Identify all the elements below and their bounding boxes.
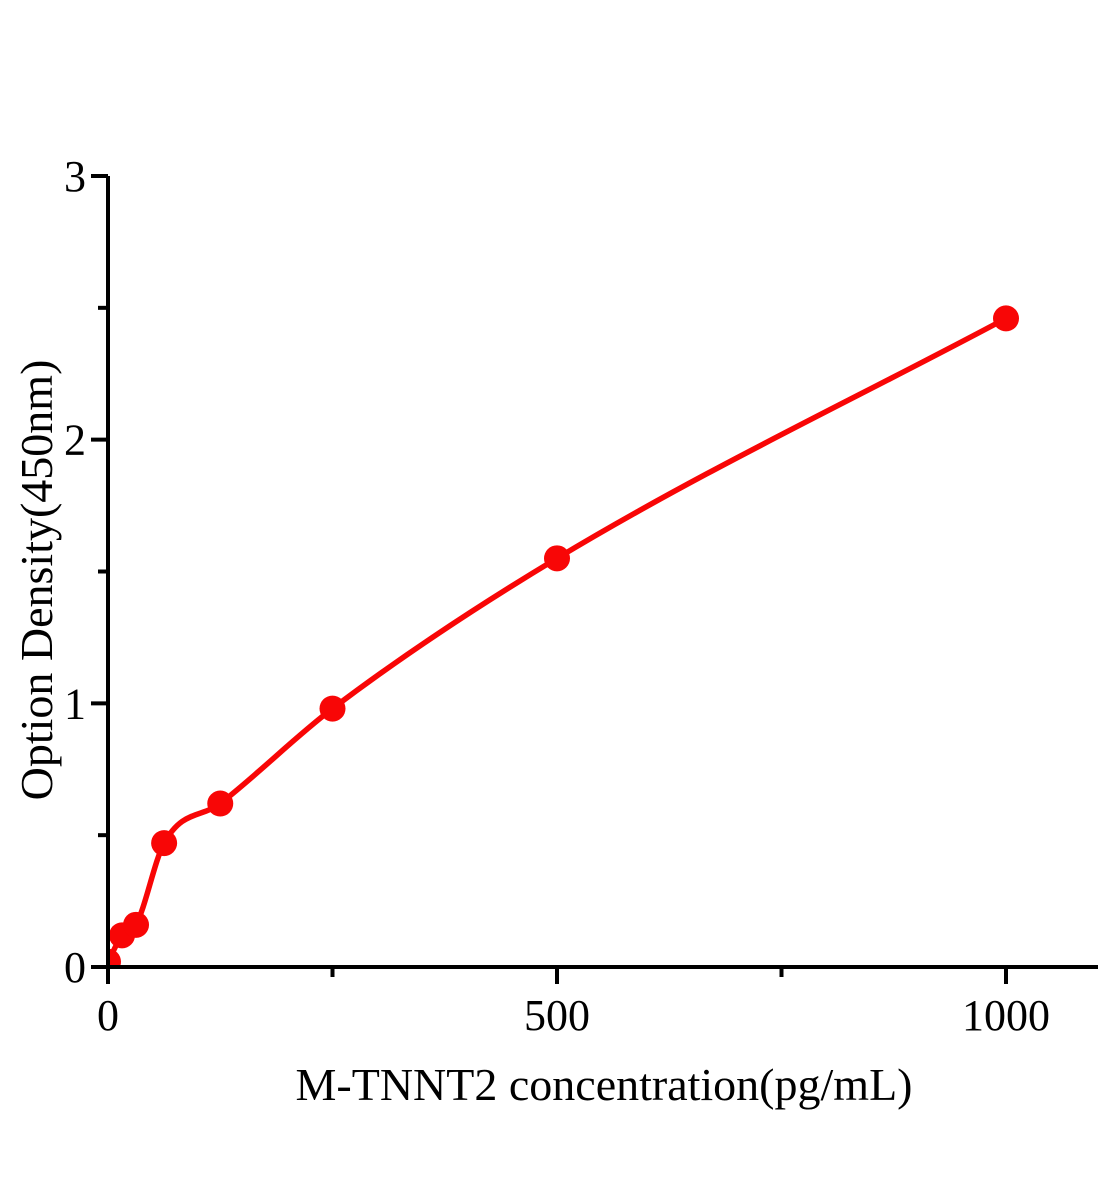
x-tick-label: 1000 (962, 991, 1050, 1040)
y-tick-label: 1 (64, 679, 86, 728)
data-point (319, 695, 346, 722)
y-tick-label: 3 (64, 152, 86, 201)
data-point (123, 911, 150, 938)
x-tick-label: 0 (97, 991, 119, 1040)
axes-layer (91, 174, 1098, 984)
data-point (993, 305, 1019, 332)
data-point (110, 948, 121, 966)
y-axis-title: Option Density(450nm) (11, 360, 62, 801)
data-point (544, 545, 570, 572)
x-tick-label: 500 (524, 991, 590, 1040)
y-tick-label: 2 (64, 416, 86, 465)
data-point (207, 790, 234, 817)
fit-curve (110, 315, 1008, 964)
tick-label-layer: 0 500 1000 0 1 2 3 (64, 152, 1050, 1040)
data-point (151, 830, 178, 857)
y-tick-label: 0 (64, 943, 86, 992)
data-layer (110, 305, 1019, 966)
x-axis-title: M-TNNT2 concentration(pg/mL) (296, 1059, 913, 1110)
